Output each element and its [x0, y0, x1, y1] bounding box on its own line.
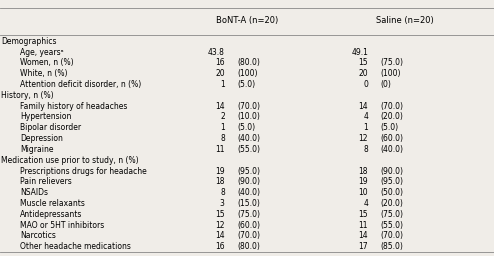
Text: 17: 17	[359, 242, 368, 251]
Text: 1: 1	[363, 123, 368, 132]
Text: (100): (100)	[237, 69, 257, 78]
Text: (80.0): (80.0)	[237, 242, 260, 251]
Text: (40.0): (40.0)	[380, 145, 404, 154]
Text: (50.0): (50.0)	[380, 188, 404, 197]
Text: Saline (n=20): Saline (n=20)	[376, 16, 434, 25]
Text: 49.1: 49.1	[351, 48, 368, 57]
Text: 20: 20	[359, 69, 368, 78]
Text: (70.0): (70.0)	[237, 231, 260, 240]
Text: 1: 1	[220, 123, 225, 132]
Text: 12: 12	[359, 134, 368, 143]
Text: Age, yearsᵃ: Age, yearsᵃ	[20, 48, 63, 57]
Text: 14: 14	[359, 231, 368, 240]
Text: (75.0): (75.0)	[380, 58, 404, 67]
Text: (80.0): (80.0)	[237, 58, 260, 67]
Text: Depression: Depression	[20, 134, 63, 143]
Text: Hypertension: Hypertension	[20, 112, 71, 121]
Text: 12: 12	[215, 221, 225, 230]
Text: Family history of headaches: Family history of headaches	[20, 102, 127, 111]
Text: (85.0): (85.0)	[380, 242, 403, 251]
Text: (90.0): (90.0)	[237, 177, 260, 186]
Text: 20: 20	[215, 69, 225, 78]
Text: MAO or 5HT inhibitors: MAO or 5HT inhibitors	[20, 221, 104, 230]
Text: (55.0): (55.0)	[237, 145, 260, 154]
Text: 0: 0	[363, 80, 368, 89]
Text: Narcotics: Narcotics	[20, 231, 56, 240]
Text: (15.0): (15.0)	[237, 199, 260, 208]
Text: (10.0): (10.0)	[237, 112, 260, 121]
Text: (5.0): (5.0)	[380, 123, 399, 132]
Text: 15: 15	[215, 210, 225, 219]
Text: 4: 4	[363, 199, 368, 208]
Text: (55.0): (55.0)	[380, 221, 404, 230]
Text: (20.0): (20.0)	[380, 112, 403, 121]
Text: 15: 15	[359, 210, 368, 219]
Text: (75.0): (75.0)	[237, 210, 260, 219]
Text: (75.0): (75.0)	[380, 210, 404, 219]
Text: 1: 1	[220, 80, 225, 89]
Text: 4: 4	[363, 112, 368, 121]
Text: Pain relievers: Pain relievers	[20, 177, 72, 186]
Text: History, n (%): History, n (%)	[1, 91, 54, 100]
Text: Prescriptions drugs for headache: Prescriptions drugs for headache	[20, 167, 147, 176]
Text: (95.0): (95.0)	[380, 177, 404, 186]
Text: Migraine: Migraine	[20, 145, 53, 154]
Text: 14: 14	[359, 102, 368, 111]
Text: 16: 16	[215, 58, 225, 67]
Text: Demographics: Demographics	[1, 37, 56, 46]
Text: (0): (0)	[380, 80, 391, 89]
Text: (100): (100)	[380, 69, 401, 78]
Text: NSAIDs: NSAIDs	[20, 188, 48, 197]
Text: 43.8: 43.8	[208, 48, 225, 57]
Text: Muscle relaxants: Muscle relaxants	[20, 199, 84, 208]
Text: Other headache medications: Other headache medications	[20, 242, 130, 251]
Text: (20.0): (20.0)	[380, 199, 403, 208]
Text: (90.0): (90.0)	[380, 167, 404, 176]
Text: (40.0): (40.0)	[237, 134, 260, 143]
Text: 8: 8	[220, 188, 225, 197]
Text: 8: 8	[220, 134, 225, 143]
Text: 16: 16	[215, 242, 225, 251]
Text: 10: 10	[359, 188, 368, 197]
Text: White, n (%): White, n (%)	[20, 69, 67, 78]
Text: (60.0): (60.0)	[380, 134, 404, 143]
Text: Medication use prior to study, n (%): Medication use prior to study, n (%)	[1, 156, 139, 165]
Text: Women, n (%): Women, n (%)	[20, 58, 74, 67]
Text: 15: 15	[359, 58, 368, 67]
Text: Antidepressants: Antidepressants	[20, 210, 82, 219]
Text: 11: 11	[215, 145, 225, 154]
Text: Attention deficit disorder, n (%): Attention deficit disorder, n (%)	[20, 80, 141, 89]
Text: (5.0): (5.0)	[237, 123, 255, 132]
Text: (5.0): (5.0)	[237, 80, 255, 89]
Text: 18: 18	[215, 177, 225, 186]
Text: 14: 14	[215, 231, 225, 240]
Text: 19: 19	[359, 177, 368, 186]
Text: (40.0): (40.0)	[237, 188, 260, 197]
Text: (70.0): (70.0)	[380, 231, 404, 240]
Text: (60.0): (60.0)	[237, 221, 260, 230]
Text: 8: 8	[363, 145, 368, 154]
Text: 19: 19	[215, 167, 225, 176]
Text: 3: 3	[220, 199, 225, 208]
Text: 2: 2	[220, 112, 225, 121]
Text: (95.0): (95.0)	[237, 167, 260, 176]
Text: (70.0): (70.0)	[380, 102, 404, 111]
Text: Bipolar disorder: Bipolar disorder	[20, 123, 81, 132]
Text: BoNT-A (n=20): BoNT-A (n=20)	[216, 16, 278, 25]
Text: 18: 18	[359, 167, 368, 176]
Text: (70.0): (70.0)	[237, 102, 260, 111]
Text: 11: 11	[359, 221, 368, 230]
Text: 14: 14	[215, 102, 225, 111]
